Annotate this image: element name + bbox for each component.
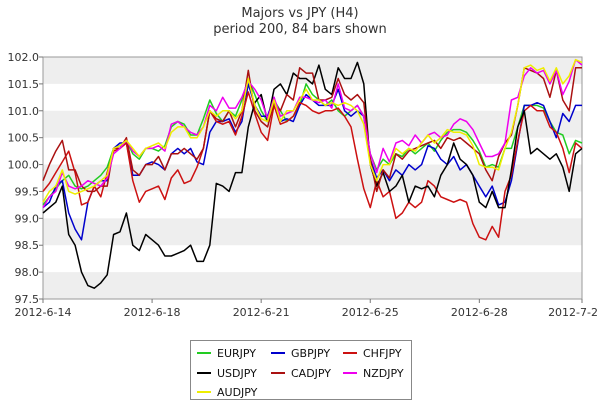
legend-swatch	[197, 391, 211, 393]
x-tick-label: 2012-6-28	[451, 306, 508, 319]
x-tick-label: 2012-6-21	[233, 306, 290, 319]
y-tick-label: 98.5	[15, 239, 40, 252]
legend-label: NZDJPY	[363, 367, 404, 380]
legend-swatch	[197, 352, 211, 354]
legend-swatch	[271, 372, 285, 374]
x-tick-label: 2012-6-25	[342, 306, 399, 319]
chart-legend: EURJPY GBPJPY CHFJPY USDJPY CADJPY NZDJP…	[190, 340, 412, 400]
legend-label: AUDJPY	[217, 386, 258, 399]
series-line-eurjpy	[42, 77, 583, 206]
series-line-audjpy	[42, 58, 583, 203]
plot-frame	[42, 56, 583, 300]
y-tick-label: 101.5	[8, 78, 40, 91]
legend-item-nzdjpy: NZDJPY	[343, 367, 404, 381]
y-tick-label: 100.5	[8, 132, 40, 145]
legend-label: CHFJPY	[363, 347, 402, 360]
legend-swatch	[343, 352, 357, 354]
y-tick-label: 99.5	[15, 185, 40, 198]
legend-label: EURJPY	[217, 347, 256, 360]
legend-item-chfjpy: CHFJPY	[343, 347, 402, 361]
legend-label: GBPJPY	[291, 347, 331, 360]
y-tick-label: 99.0	[15, 212, 40, 225]
y-tick-label: 100.0	[8, 159, 40, 172]
grid-band	[43, 110, 582, 138]
chart-title: Majors vs JPY (H4) period 200, 84 bars s…	[0, 6, 600, 38]
chart-title-line1: Majors vs JPY (H4)	[241, 6, 359, 21]
chart-plot: 97.5 98.0 98.5 99.0 99.5 100.0 100.5 101.0 101.5…	[8, 51, 599, 319]
grid-band	[43, 218, 582, 246]
legend-swatch	[197, 372, 211, 374]
legend-swatch	[343, 372, 357, 374]
grid-band	[43, 272, 582, 299]
y-tick-label: 98.0	[15, 266, 40, 279]
legend-item-usdjpy: USDJPY	[197, 367, 257, 381]
x-tick-label: 2012-6-14	[15, 306, 72, 319]
legend-item-audjpy: AUDJPY	[197, 386, 257, 400]
legend-swatch	[271, 352, 285, 354]
legend-label: CADJPY	[291, 367, 332, 380]
y-tick-label: 101.0	[8, 105, 40, 118]
x-tick-label: 2012-6-18	[124, 306, 181, 319]
series-line-chfjpy	[42, 91, 583, 241]
y-tick-label: 102.0	[8, 51, 40, 64]
legend-item-cadjpy: CADJPY	[271, 367, 331, 381]
grid-band	[43, 164, 582, 192]
legend-item-eurjpy: EURJPY	[197, 347, 256, 361]
series-line-cadjpy	[42, 67, 582, 193]
x-tick-label: 2012-7-2	[548, 306, 598, 319]
chart-title-line2: period 200, 84 bars shown	[213, 22, 387, 37]
series-line-usdjpy	[42, 61, 583, 289]
legend-label: USDJPY	[217, 367, 257, 380]
y-tick-label: 97.5	[15, 293, 40, 306]
grid-band	[43, 57, 582, 84]
legend-item-gbpjpy: GBPJPY	[271, 347, 330, 361]
